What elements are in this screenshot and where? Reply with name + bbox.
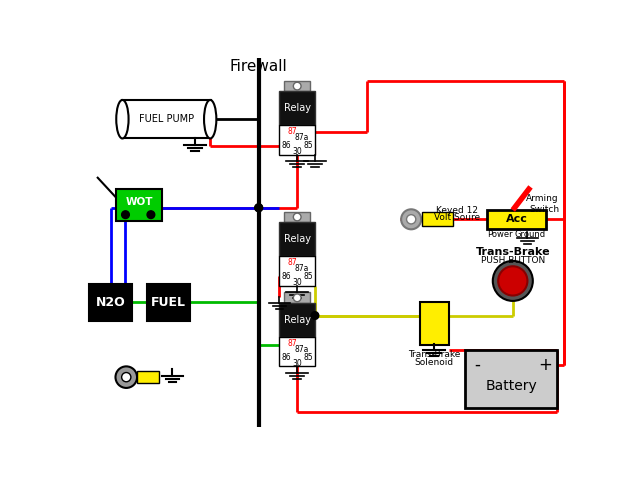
Circle shape bbox=[406, 215, 416, 224]
Circle shape bbox=[293, 213, 301, 221]
Text: 87a: 87a bbox=[294, 345, 309, 354]
Text: 87: 87 bbox=[288, 127, 298, 136]
Bar bbox=[280, 92, 315, 125]
Bar bbox=[280, 337, 315, 366]
Text: WOT: WOT bbox=[125, 197, 153, 207]
Bar bbox=[122, 100, 211, 138]
Bar bbox=[147, 284, 190, 321]
Text: 86: 86 bbox=[282, 353, 291, 361]
Text: Power: Power bbox=[488, 230, 513, 239]
Text: 86: 86 bbox=[282, 272, 291, 281]
Text: Arming
Switch: Arming Switch bbox=[526, 194, 559, 214]
Text: Ground: Ground bbox=[515, 230, 546, 239]
Text: Relay: Relay bbox=[284, 315, 310, 325]
Bar bbox=[116, 189, 163, 221]
Text: -: - bbox=[474, 356, 480, 373]
Text: Firewall: Firewall bbox=[230, 60, 287, 74]
Text: 85: 85 bbox=[303, 141, 313, 150]
Bar bbox=[280, 256, 315, 286]
Text: Acc: Acc bbox=[506, 214, 527, 224]
Text: N2O: N2O bbox=[96, 296, 125, 309]
Text: 87: 87 bbox=[288, 339, 298, 348]
Text: 85: 85 bbox=[303, 272, 313, 281]
Circle shape bbox=[255, 204, 262, 212]
Text: 30: 30 bbox=[292, 359, 302, 368]
Text: 87: 87 bbox=[288, 258, 298, 267]
Text: 87a: 87a bbox=[294, 264, 309, 273]
Text: Relay: Relay bbox=[284, 103, 310, 113]
Bar bbox=[465, 350, 557, 408]
Text: PUSH BUTTON: PUSH BUTTON bbox=[481, 256, 545, 264]
Circle shape bbox=[498, 266, 527, 296]
Bar bbox=[90, 284, 132, 321]
Bar bbox=[488, 210, 546, 228]
Text: Volt Soure: Volt Soure bbox=[435, 213, 481, 222]
Circle shape bbox=[311, 312, 319, 319]
Bar bbox=[137, 371, 159, 384]
Bar bbox=[284, 81, 310, 92]
Circle shape bbox=[401, 209, 421, 229]
Bar bbox=[284, 212, 310, 222]
Text: Solenoid: Solenoid bbox=[415, 358, 454, 367]
Bar bbox=[280, 303, 315, 337]
Ellipse shape bbox=[204, 100, 216, 138]
Bar bbox=[284, 292, 310, 303]
Text: 87a: 87a bbox=[294, 133, 309, 142]
Text: 30: 30 bbox=[292, 147, 302, 156]
Circle shape bbox=[255, 204, 262, 212]
Text: 86: 86 bbox=[282, 141, 291, 150]
Bar bbox=[280, 222, 315, 256]
Text: Relay: Relay bbox=[284, 234, 310, 244]
Bar bbox=[420, 302, 449, 345]
Text: 85: 85 bbox=[303, 353, 313, 361]
Text: Keyed 12: Keyed 12 bbox=[436, 205, 478, 215]
Text: FUEL: FUEL bbox=[151, 296, 186, 309]
Text: Trans-Brake: Trans-Brake bbox=[408, 350, 460, 360]
Bar bbox=[280, 125, 315, 155]
Circle shape bbox=[115, 366, 137, 388]
Circle shape bbox=[493, 261, 533, 301]
Text: FUEL PUMP: FUEL PUMP bbox=[139, 114, 194, 124]
Circle shape bbox=[293, 294, 301, 302]
Text: 30: 30 bbox=[292, 278, 302, 287]
Ellipse shape bbox=[116, 100, 129, 138]
Circle shape bbox=[293, 82, 301, 90]
Circle shape bbox=[122, 211, 129, 218]
Text: +: + bbox=[538, 356, 552, 373]
Circle shape bbox=[122, 372, 131, 382]
Text: Battery: Battery bbox=[485, 379, 537, 393]
Circle shape bbox=[147, 211, 155, 218]
Text: Trans-Brake: Trans-Brake bbox=[476, 247, 550, 257]
Bar bbox=[422, 212, 452, 226]
